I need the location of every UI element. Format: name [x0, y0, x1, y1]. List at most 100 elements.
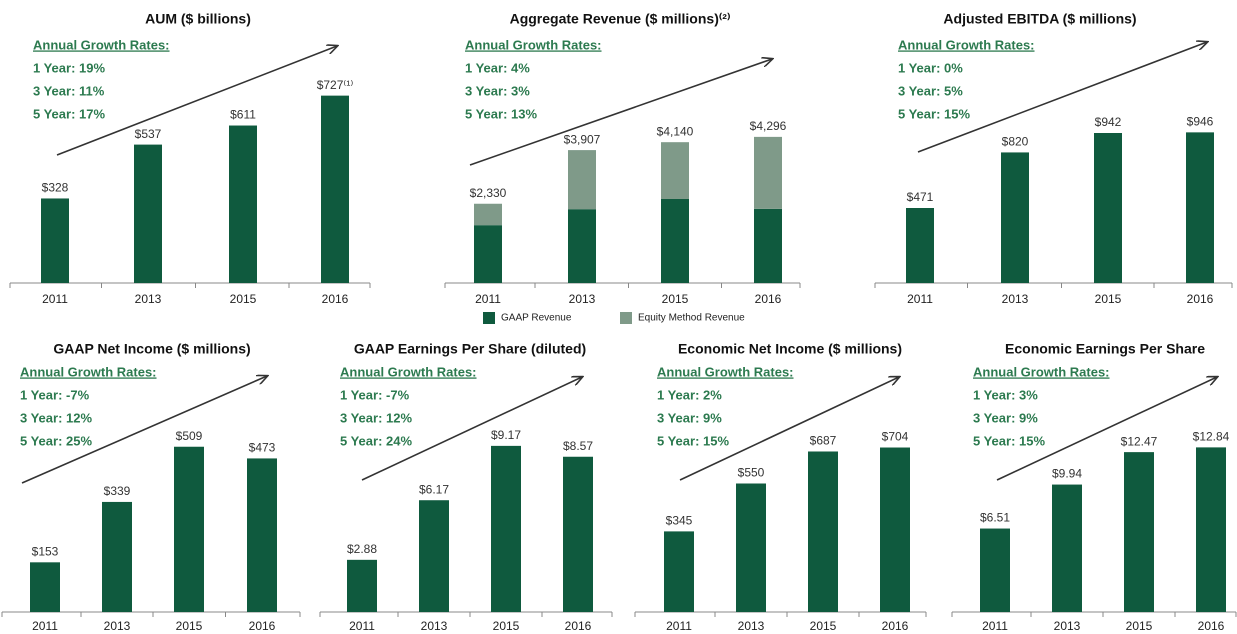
- growth-rate: 3 Year: 3%: [465, 83, 530, 98]
- bar: [321, 95, 349, 283]
- x-tick-label: 2011: [666, 619, 692, 633]
- bar: [906, 208, 934, 283]
- bar: [347, 559, 377, 612]
- growth-rate: 5 Year: 25%: [20, 433, 92, 448]
- bar-segment: [754, 208, 782, 283]
- trend-arrow: [996, 377, 1217, 481]
- value-label: $345: [666, 514, 693, 528]
- bar: [491, 445, 521, 612]
- bar-segment: [474, 225, 502, 283]
- trend-arrow: [21, 376, 267, 484]
- x-tick-label: 2013: [1002, 292, 1029, 306]
- x-tick-label: 2016: [249, 619, 276, 633]
- chart-title: Economic Net Income ($ millions): [678, 341, 902, 357]
- x-tick-label: 2015: [230, 292, 257, 306]
- x-tick-label: 2016: [755, 292, 782, 306]
- bar-segment: [568, 209, 596, 283]
- legend-swatch: [620, 312, 632, 324]
- growth-rate: 5 Year: 24%: [340, 433, 412, 448]
- bar: [1124, 452, 1154, 612]
- value-label: $153: [32, 544, 59, 558]
- bar: [1094, 133, 1122, 283]
- value-label: $12.84: [1193, 430, 1230, 444]
- growth-rate: 5 Year: 15%: [657, 433, 729, 448]
- x-tick-label: 2011: [982, 619, 1008, 633]
- value-label: $820: [1002, 135, 1029, 149]
- chart-title: Aggregate Revenue ($ millions)⁽²⁾: [510, 11, 731, 27]
- value-label: $9.94: [1052, 467, 1082, 481]
- x-tick-label: 2015: [1095, 292, 1122, 306]
- x-tick-label: 2016: [1198, 619, 1225, 633]
- growth-rate: 5 Year: 15%: [973, 433, 1045, 448]
- growth-rate: 3 Year: 5%: [898, 83, 963, 98]
- growth-header: Annual Growth Rates:: [898, 37, 1035, 52]
- bar: [30, 562, 60, 612]
- legend-label: GAAP Revenue: [501, 313, 572, 324]
- bar: [980, 528, 1010, 612]
- x-tick-label: 2011: [32, 619, 58, 633]
- value-label: $6.17: [419, 482, 449, 496]
- chart-title: GAAP Earnings Per Share (diluted): [354, 341, 586, 357]
- chart-title: AUM ($ billions): [145, 11, 251, 27]
- growth-rate: 1 Year: -7%: [20, 387, 90, 402]
- value-label: $704: [882, 430, 909, 444]
- value-label: $328: [42, 181, 69, 195]
- bar: [174, 446, 204, 612]
- legend-label: Equity Method Revenue: [638, 313, 745, 324]
- growth-rate: 1 Year: 2%: [657, 387, 722, 402]
- growth-rate: 1 Year: 4%: [465, 60, 530, 75]
- growth-header: Annual Growth Rates:: [33, 37, 170, 52]
- bar: [1052, 484, 1082, 612]
- x-tick-label: 2013: [1054, 619, 1081, 633]
- growth-rate: 3 Year: 9%: [973, 410, 1038, 425]
- growth-rate: 3 Year: 9%: [657, 410, 722, 425]
- bar: [880, 447, 910, 612]
- bar: [736, 483, 766, 612]
- value-label: $8.57: [563, 439, 593, 453]
- x-tick-label: 2013: [569, 292, 596, 306]
- bar: [419, 500, 449, 612]
- x-tick-label: 2016: [322, 292, 349, 306]
- trend-arrow: [917, 42, 1207, 153]
- x-tick-label: 2013: [104, 619, 131, 633]
- chart-title: Adjusted EBITDA ($ millions): [943, 11, 1136, 27]
- bar: [41, 198, 69, 283]
- value-label: $509: [176, 429, 203, 443]
- value-label: $339: [104, 484, 131, 498]
- growth-header: Annual Growth Rates:: [465, 37, 602, 52]
- value-label: $727⁽¹⁾: [317, 78, 354, 92]
- x-tick-label: 2016: [1187, 292, 1214, 306]
- trend-arrow: [56, 46, 337, 156]
- trend-arrow: [679, 377, 899, 481]
- value-label: $687: [810, 434, 837, 448]
- growth-header: Annual Growth Rates:: [340, 364, 477, 379]
- value-label: $550: [738, 466, 765, 480]
- bar-segment: [661, 198, 689, 283]
- growth-rate: 5 Year: 17%: [33, 106, 105, 121]
- growth-header: Annual Growth Rates:: [20, 364, 157, 379]
- value-label: $611: [230, 108, 256, 122]
- total-label: $3,907: [564, 132, 601, 146]
- growth-header: Annual Growth Rates:: [973, 364, 1110, 379]
- x-tick-label: 2015: [176, 619, 203, 633]
- value-label: $12.47: [1121, 434, 1158, 448]
- growth-rate: 3 Year: 12%: [20, 410, 92, 425]
- bar: [102, 501, 132, 612]
- bar: [1186, 132, 1214, 283]
- x-tick-label: 2016: [882, 619, 909, 633]
- bar: [1196, 447, 1226, 612]
- x-tick-label: 2013: [135, 292, 162, 306]
- bar: [247, 458, 277, 612]
- growth-rate: 5 Year: 15%: [898, 106, 970, 121]
- growth-header: Annual Growth Rates:: [657, 364, 794, 379]
- total-label: $2,330: [470, 186, 507, 200]
- growth-rate: 1 Year: 0%: [898, 60, 963, 75]
- bar-segment: [568, 150, 596, 210]
- x-tick-label: 2011: [475, 292, 501, 306]
- bar: [229, 125, 257, 283]
- x-tick-label: 2011: [42, 292, 68, 306]
- growth-rate: 1 Year: -7%: [340, 387, 410, 402]
- x-tick-label: 2011: [349, 619, 375, 633]
- x-tick-label: 2013: [421, 619, 448, 633]
